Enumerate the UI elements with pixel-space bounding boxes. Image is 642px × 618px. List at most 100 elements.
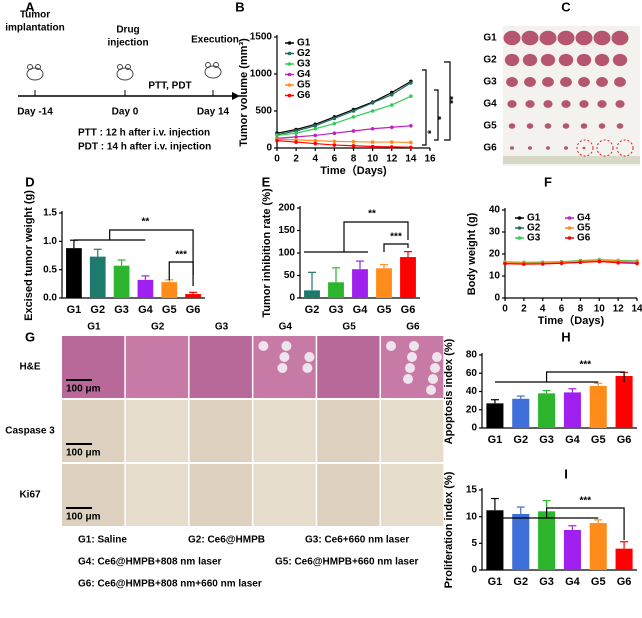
bar (486, 403, 504, 428)
axes (481, 488, 637, 571)
day-label: Day 0 (112, 107, 139, 118)
y-tick-label: 5 (471, 538, 477, 549)
tumor (612, 53, 628, 67)
y-tick-label: 60 (466, 368, 478, 379)
bar (538, 393, 556, 428)
x-tick-label: 8 (351, 154, 357, 165)
marker (351, 143, 356, 148)
necrosis (407, 352, 417, 362)
legend-marker (517, 226, 522, 230)
marker (389, 103, 394, 107)
necrosis (258, 341, 269, 351)
legend-label: G3 (527, 233, 541, 244)
bar (563, 530, 581, 570)
marker (370, 140, 375, 144)
tumor (528, 146, 532, 150)
legend-text: G6: Ce6@HMPB+808 nm+660 nm laser (78, 579, 262, 590)
micrograph (125, 336, 189, 398)
marker (351, 139, 356, 144)
y-tick-label: 1.5 (43, 208, 57, 219)
marker (503, 261, 507, 266)
bar (589, 386, 607, 428)
marker (313, 126, 318, 131)
x-tick-label: 4 (312, 154, 318, 165)
legend-marker (567, 216, 572, 220)
marker (275, 133, 279, 138)
bar (615, 548, 633, 570)
y-axis-label: Tumor volume (mm³) (238, 38, 250, 147)
significance: ** (368, 209, 376, 220)
row-label: Caspase 3 (5, 426, 55, 437)
x-tick-label: G4 (138, 304, 154, 316)
tumor (593, 30, 611, 46)
panel-letter: I (564, 466, 568, 481)
y-tick-label: 10 (489, 271, 501, 282)
marker (389, 140, 394, 144)
y-tick-label: 20 (466, 404, 478, 415)
column-label: G6 (406, 322, 420, 333)
marker (351, 129, 356, 133)
marker (409, 124, 413, 128)
x-axis-label: Time（Days) (538, 314, 605, 327)
legend-marker (287, 41, 292, 45)
legend-text: G5: Ce6@HMPB+660 nm laser (275, 557, 419, 568)
legend-label: G6 (577, 233, 591, 244)
bar (376, 268, 392, 298)
x-tick-label: 12 (613, 304, 625, 315)
legend-marker (287, 72, 292, 77)
bracket (434, 89, 439, 141)
panel-letter: F (544, 174, 552, 189)
y-tick-label: 100 (278, 248, 295, 259)
marker (332, 116, 337, 121)
row-label: G2 (483, 55, 497, 66)
note: PTT : 12 h after i.v. injection (78, 128, 210, 139)
marker (313, 138, 318, 143)
marker (313, 124, 318, 128)
bracket (545, 371, 625, 382)
marker (370, 101, 375, 105)
bracket (444, 61, 451, 141)
necrosis (279, 352, 290, 362)
micrograph (125, 400, 189, 462)
y-tick-label: 0.5 (43, 264, 57, 275)
tumor (507, 100, 517, 108)
label: injection (107, 38, 148, 49)
bar (400, 257, 416, 298)
y-tick-label: 80 (466, 350, 478, 361)
marker (409, 94, 413, 98)
axes (504, 208, 637, 299)
necrosis (426, 385, 436, 395)
tumor (542, 76, 554, 88)
bar (352, 269, 368, 298)
marker (332, 121, 337, 126)
necrosis (304, 352, 315, 362)
marker (332, 143, 337, 147)
legend-label: G2 (297, 48, 311, 59)
legend-marker (567, 226, 572, 230)
label: implantation (5, 23, 64, 34)
tumor (614, 76, 626, 88)
x-tick-label: 8 (578, 304, 584, 315)
missing-tumor (596, 139, 614, 157)
bar (538, 511, 556, 570)
y-tick-label: 500 (255, 106, 272, 117)
tumor (576, 53, 592, 67)
panel-letter: A (25, 0, 35, 14)
panel-letter: G (25, 329, 35, 344)
necrosis (430, 363, 440, 373)
x-tick-label: 14 (405, 154, 417, 165)
tumor (564, 146, 568, 150)
micrograph (62, 464, 125, 526)
scale-label: 100 μm (66, 512, 101, 523)
ruler (503, 156, 640, 164)
axes (481, 353, 637, 429)
x-tick-label: G6 (401, 304, 416, 316)
row-label: H&E (19, 362, 40, 373)
necrosis (403, 374, 413, 384)
marker (294, 140, 298, 144)
tumor (544, 123, 552, 129)
y-tick-label: 0.0 (43, 293, 57, 304)
tumor (540, 53, 556, 67)
tumor (560, 76, 572, 88)
marker (389, 145, 394, 149)
